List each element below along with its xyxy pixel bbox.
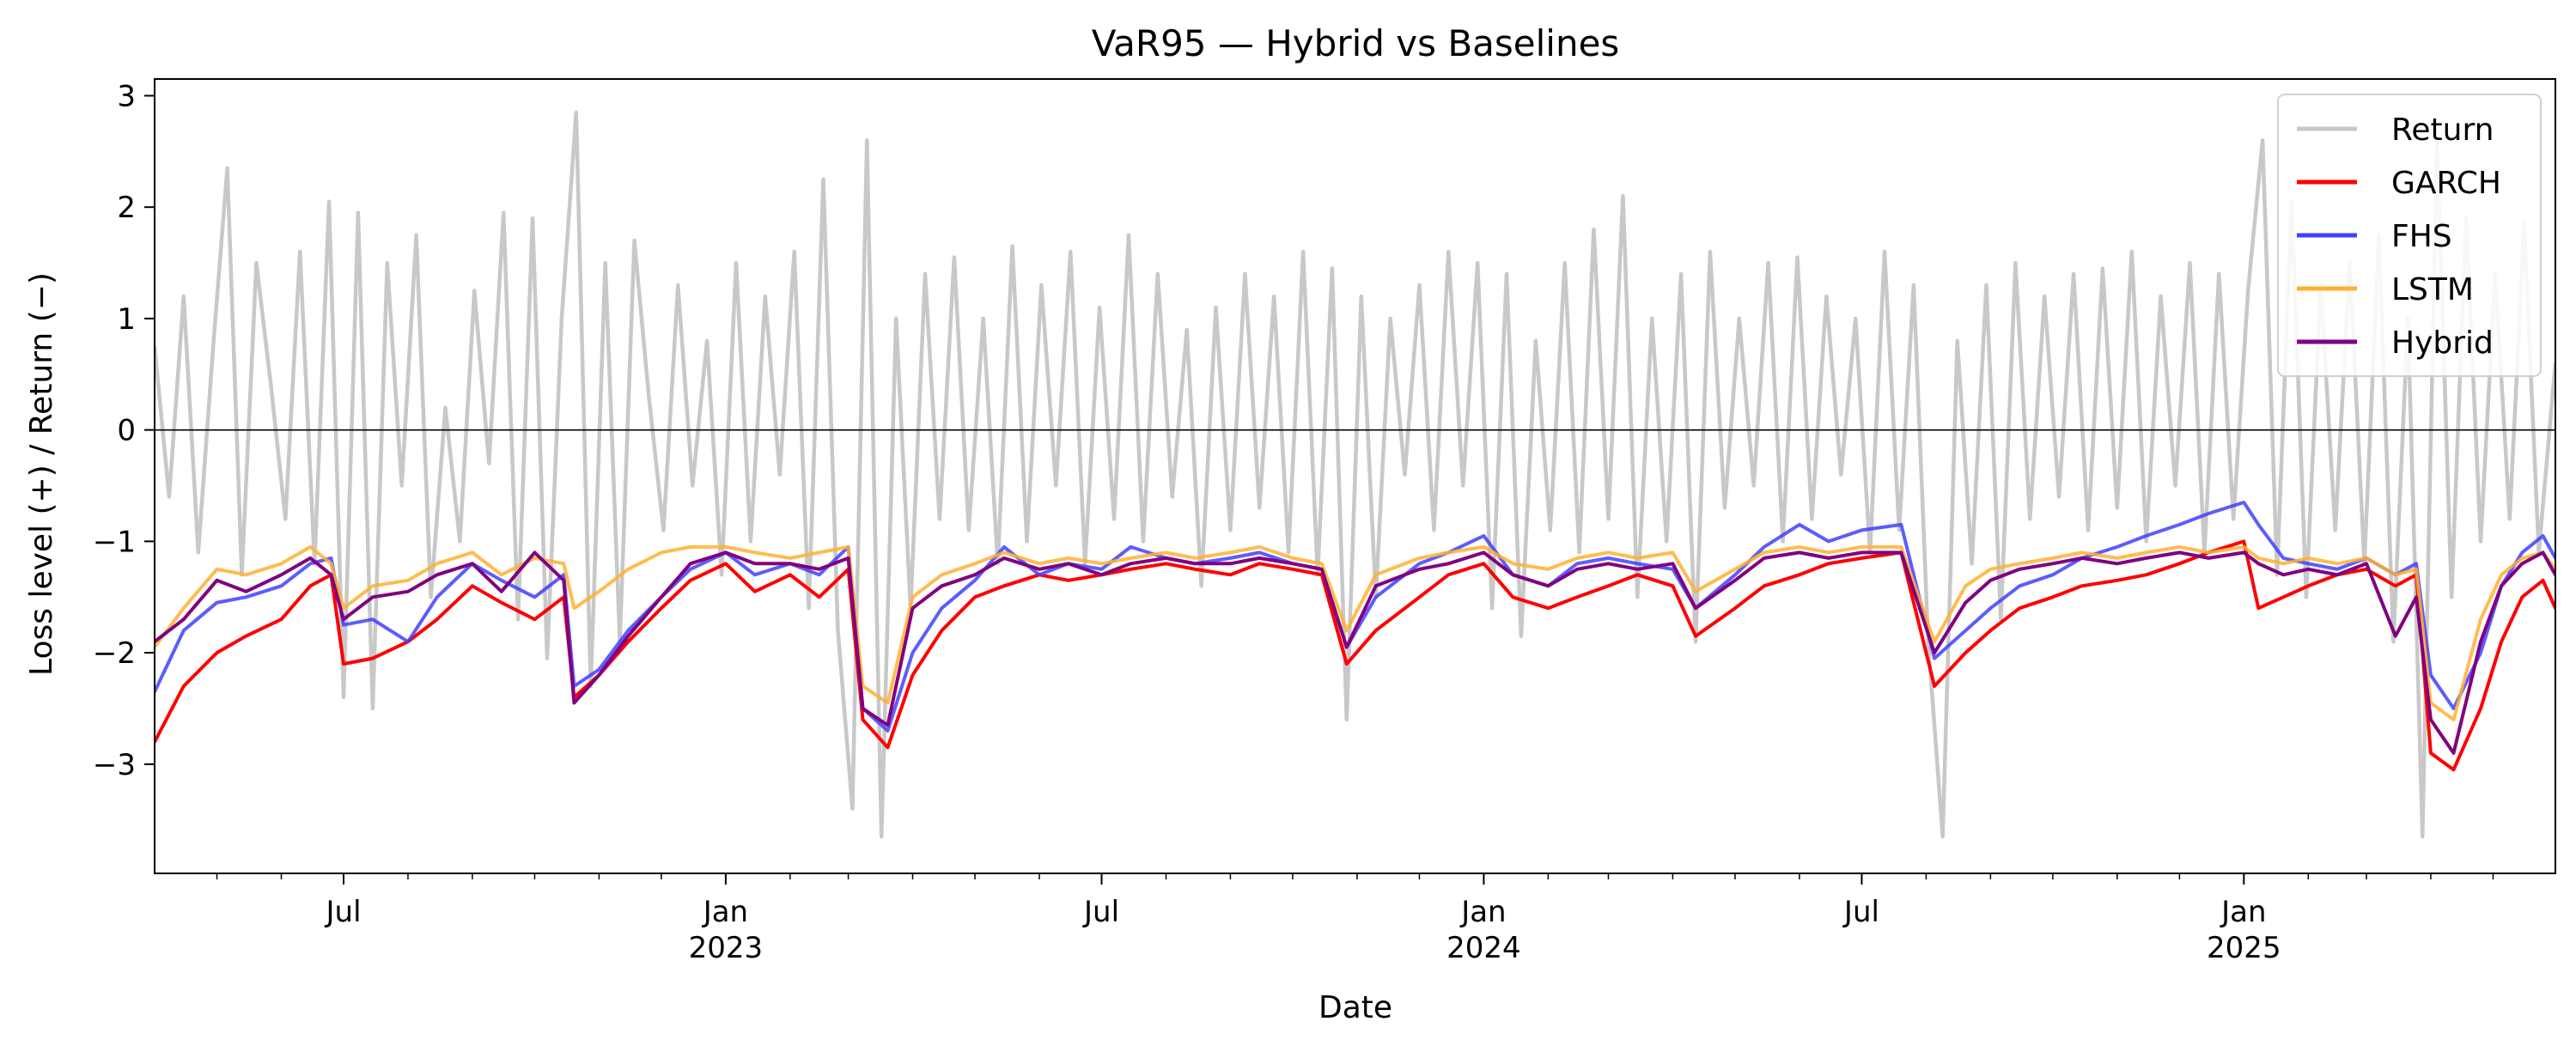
y-tick-label: 1 — [117, 302, 136, 337]
series-line-fhs — [155, 501, 2555, 733]
plot-series-group — [155, 110, 2555, 839]
series-line-hybrid — [155, 550, 2555, 755]
y-tick-label: 0 — [117, 414, 136, 448]
legend: Return GARCH FHS LSTM Hybrid — [2277, 94, 2542, 377]
y-tick-label: 2 — [117, 191, 136, 225]
x-tick-year-label: 2023 — [689, 931, 764, 965]
legend-entry-label: Return — [2391, 112, 2494, 148]
legend-entry-label: FHS — [2391, 219, 2452, 254]
x-tick-label: Jan — [1459, 895, 1506, 929]
x-tick-label: Jul — [325, 895, 362, 929]
chart-title: VaR95 — Hybrid vs Baselines — [1092, 22, 1620, 64]
series-line-lstm — [155, 544, 2555, 721]
y-axis-label: Loss level (+) / Return (−) — [24, 272, 59, 676]
legend-entry-label: GARCH — [2391, 166, 2501, 201]
y-tick-label: −2 — [93, 636, 136, 671]
y-tick-label: −1 — [93, 525, 136, 559]
plot-frame — [154, 78, 2556, 874]
y-tick-label: −3 — [93, 748, 136, 782]
x-axis-label: Date — [1318, 990, 1392, 1025]
legend-entry-label: Hybrid — [2391, 325, 2494, 361]
legend-entry-label: LSTM — [2391, 272, 2474, 307]
x-tick-label: Jan — [2220, 895, 2266, 929]
x-tick-label: Jul — [1082, 895, 1119, 929]
series-line-return — [155, 110, 2555, 839]
x-tick-year-label: 2024 — [1446, 931, 1521, 965]
x-tick-label: Jan — [702, 895, 748, 929]
x-tick-year-label: 2025 — [2207, 931, 2281, 965]
y-tick-label: 3 — [117, 79, 136, 113]
x-tick-label: Jul — [1842, 895, 1879, 929]
legend-box — [2277, 94, 2542, 377]
plot-area — [155, 110, 2555, 839]
